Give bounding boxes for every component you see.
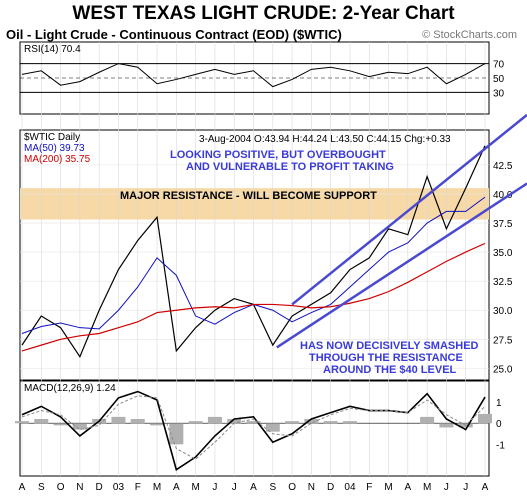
macd-histogram-bar <box>150 423 165 426</box>
rsi-tick-label: 50 <box>493 74 505 85</box>
annotation-resistance: MAJOR RESISTANCE - WILL BECOME SUPPORT <box>120 190 377 202</box>
x-tick-label: J <box>463 482 468 493</box>
annotation-overbought-1: LOOKING POSITIVE, BUT OVERBOUGHT <box>170 149 386 161</box>
price-tick-label: 27.5 <box>493 335 513 346</box>
channel-lower-line <box>276 182 527 349</box>
macd-histogram-bar <box>130 419 145 424</box>
price-label: $WTIC Daily <box>24 132 80 143</box>
x-tick-label: M <box>384 482 392 493</box>
price-tick-label: 32.5 <box>493 277 513 288</box>
macd-histogram-bar <box>420 416 435 424</box>
macd-histogram-bar <box>207 416 222 424</box>
macd-histogram-bar <box>478 413 492 424</box>
macd-signal-line <box>21 395 486 460</box>
macd-label: MACD(12,26,9) 1.24 <box>24 383 116 394</box>
macd-tick-label: 0 <box>496 419 502 430</box>
macd-histogram-bar <box>285 421 300 424</box>
macd-histogram-bar <box>246 421 261 424</box>
x-tick-label: F <box>366 482 372 493</box>
macd-histogram-bar <box>72 423 87 430</box>
x-tick-label: N <box>76 482 83 493</box>
macd-panel <box>19 380 490 477</box>
rsi-line <box>21 63 486 88</box>
ma200-label: MA(200) 35.75 <box>24 154 91 165</box>
macd-tick-label: 1 <box>496 398 502 409</box>
macd-histogram-bar <box>169 423 184 445</box>
price-tick-label: 30.0 <box>493 306 513 317</box>
price-tick-label: 25.0 <box>493 364 513 375</box>
macd-histogram-bar <box>342 421 357 424</box>
rsi-tick-label: 70 <box>493 60 505 71</box>
macd-histogram-bar <box>34 419 49 424</box>
rsi-label: RSI(14) 70.4 <box>24 44 81 55</box>
x-tick-label: N <box>308 482 315 493</box>
annotation-overbought-2: AND VULNERABLE TO PROFIT TAKING <box>186 161 394 173</box>
chart-subtitle: Oil - Light Crude - Continuous Contract … <box>6 27 342 42</box>
x-tick-label: A <box>482 482 489 493</box>
x-tick-label: F <box>135 482 141 493</box>
annotation-smashed-2: THROUGH THE RESISTANCE <box>309 352 463 364</box>
x-tick-label: D <box>96 482 103 493</box>
macd-histogram-bar <box>265 423 280 432</box>
x-tick-label: J <box>444 482 449 493</box>
macd-line <box>21 390 486 471</box>
x-tick-label: 04 <box>344 482 356 493</box>
ma50-label: MA(50) 39.73 <box>24 143 85 154</box>
x-tick-label: A <box>173 482 180 493</box>
x-tick-label: S <box>38 482 45 493</box>
x-tick-label: O <box>288 482 296 493</box>
price-panel <box>19 129 490 381</box>
price-tick-label: 37.5 <box>493 219 513 230</box>
x-tick-label: A <box>250 482 257 493</box>
x-tick-label: 03 <box>113 482 125 493</box>
x-tick-label: J <box>212 482 217 493</box>
channel-upper-line <box>291 113 527 306</box>
x-tick-label: J <box>232 482 237 493</box>
macd-histogram-bar <box>15 421 29 424</box>
x-tick-label: D <box>327 482 334 493</box>
annotation-smashed-3: AROUND THE $40 LEVEL <box>323 364 457 376</box>
price-tick-label: 42.5 <box>493 161 513 172</box>
annotation-smashed-1: HAS NOW DECISIVELY SMASHED <box>300 340 479 352</box>
x-tick-label: M <box>153 482 161 493</box>
macd-histogram-bar <box>304 419 319 424</box>
price-tick-label: 40.0 <box>493 190 513 201</box>
x-tick-label: O <box>57 482 65 493</box>
macd-histogram-bar <box>323 421 338 424</box>
ma200-line <box>21 242 486 352</box>
macd-tick-label: -1 <box>496 440 505 451</box>
price-tick-label: 35.0 <box>493 248 513 259</box>
rsi-tick-label: 30 <box>493 88 505 99</box>
resistance-band <box>20 188 489 220</box>
chart-title: WEST TEXAS LIGHT CRUDE: 2-Year Chart <box>72 3 455 24</box>
macd-histogram-bar <box>53 423 68 426</box>
x-tick-label: M <box>423 482 431 493</box>
macd-histogram-bar <box>188 421 203 424</box>
macd-histogram-bar <box>439 423 454 428</box>
x-tick-label: A <box>19 482 26 493</box>
macd-histogram-bar <box>111 416 126 424</box>
price-info: 3-Aug-2004 O:43.94 H:44.24 L:43.50 C:44.… <box>199 134 451 145</box>
x-tick-label: A <box>404 482 411 493</box>
credit-label: © StockCharts.com <box>422 29 517 41</box>
macd-histogram-bar <box>227 419 242 424</box>
x-tick-label: S <box>269 482 276 493</box>
x-tick-label: M <box>191 482 199 493</box>
